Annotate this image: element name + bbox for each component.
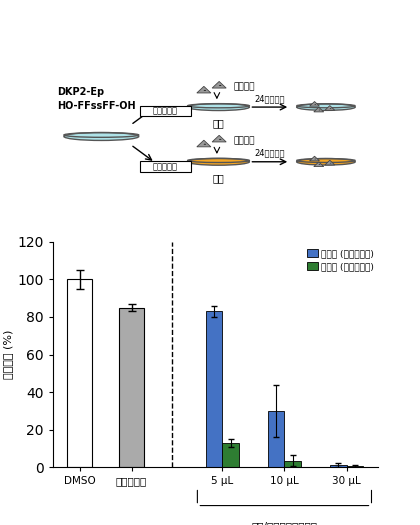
Polygon shape	[197, 86, 211, 93]
Polygon shape	[325, 160, 335, 165]
FancyBboxPatch shape	[140, 106, 191, 116]
Ellipse shape	[204, 90, 206, 91]
Polygon shape	[310, 156, 320, 161]
Ellipse shape	[297, 104, 355, 110]
Polygon shape	[197, 140, 211, 147]
Bar	[222, 443, 239, 467]
Bar	[330, 465, 346, 467]
Text: がん細胞: がん細胞	[233, 136, 255, 145]
Polygon shape	[325, 106, 335, 110]
Y-axis label: 細胞増殖 (%): 細胞増殖 (%)	[3, 330, 13, 379]
Bar	[284, 460, 301, 467]
Text: ゾル: ゾル	[213, 118, 224, 128]
Bar	[119, 308, 144, 467]
Text: ゲル: ゲル	[213, 173, 224, 183]
Ellipse shape	[219, 85, 221, 86]
Polygon shape	[314, 107, 324, 112]
Polygon shape	[314, 162, 324, 166]
Ellipse shape	[297, 159, 355, 165]
Ellipse shape	[188, 159, 249, 165]
Polygon shape	[212, 81, 226, 88]
Bar	[67, 279, 92, 467]
Ellipse shape	[64, 132, 139, 141]
Polygon shape	[212, 135, 226, 142]
Polygon shape	[310, 101, 320, 106]
Ellipse shape	[330, 108, 331, 109]
Text: 24時間培養: 24時間培養	[255, 94, 285, 103]
Text: DKP2-Ep
HO-FFssFF-OH: DKP2-Ep HO-FFssFF-OH	[58, 88, 136, 111]
Text: ゾル/ゲルのサンプル鈇: ゾル/ゲルのサンプル鈇	[252, 521, 318, 525]
Ellipse shape	[188, 103, 249, 111]
Bar	[268, 411, 284, 467]
FancyBboxPatch shape	[140, 162, 191, 172]
Text: 金触媒なし: 金触媒なし	[153, 107, 178, 116]
Text: がん細胞: がん細胞	[233, 82, 255, 91]
Ellipse shape	[319, 164, 320, 165]
Ellipse shape	[219, 139, 221, 140]
Bar	[206, 311, 222, 467]
Legend: ：ゾル (金触媒なし), ：ゲル (金触媒あり): ：ゾル (金触媒なし), ：ゲル (金触媒あり)	[304, 246, 377, 274]
Text: 金触媒あり: 金触媒あり	[153, 162, 178, 171]
Text: 24時間培養: 24時間培養	[255, 149, 285, 158]
Bar	[346, 466, 363, 467]
